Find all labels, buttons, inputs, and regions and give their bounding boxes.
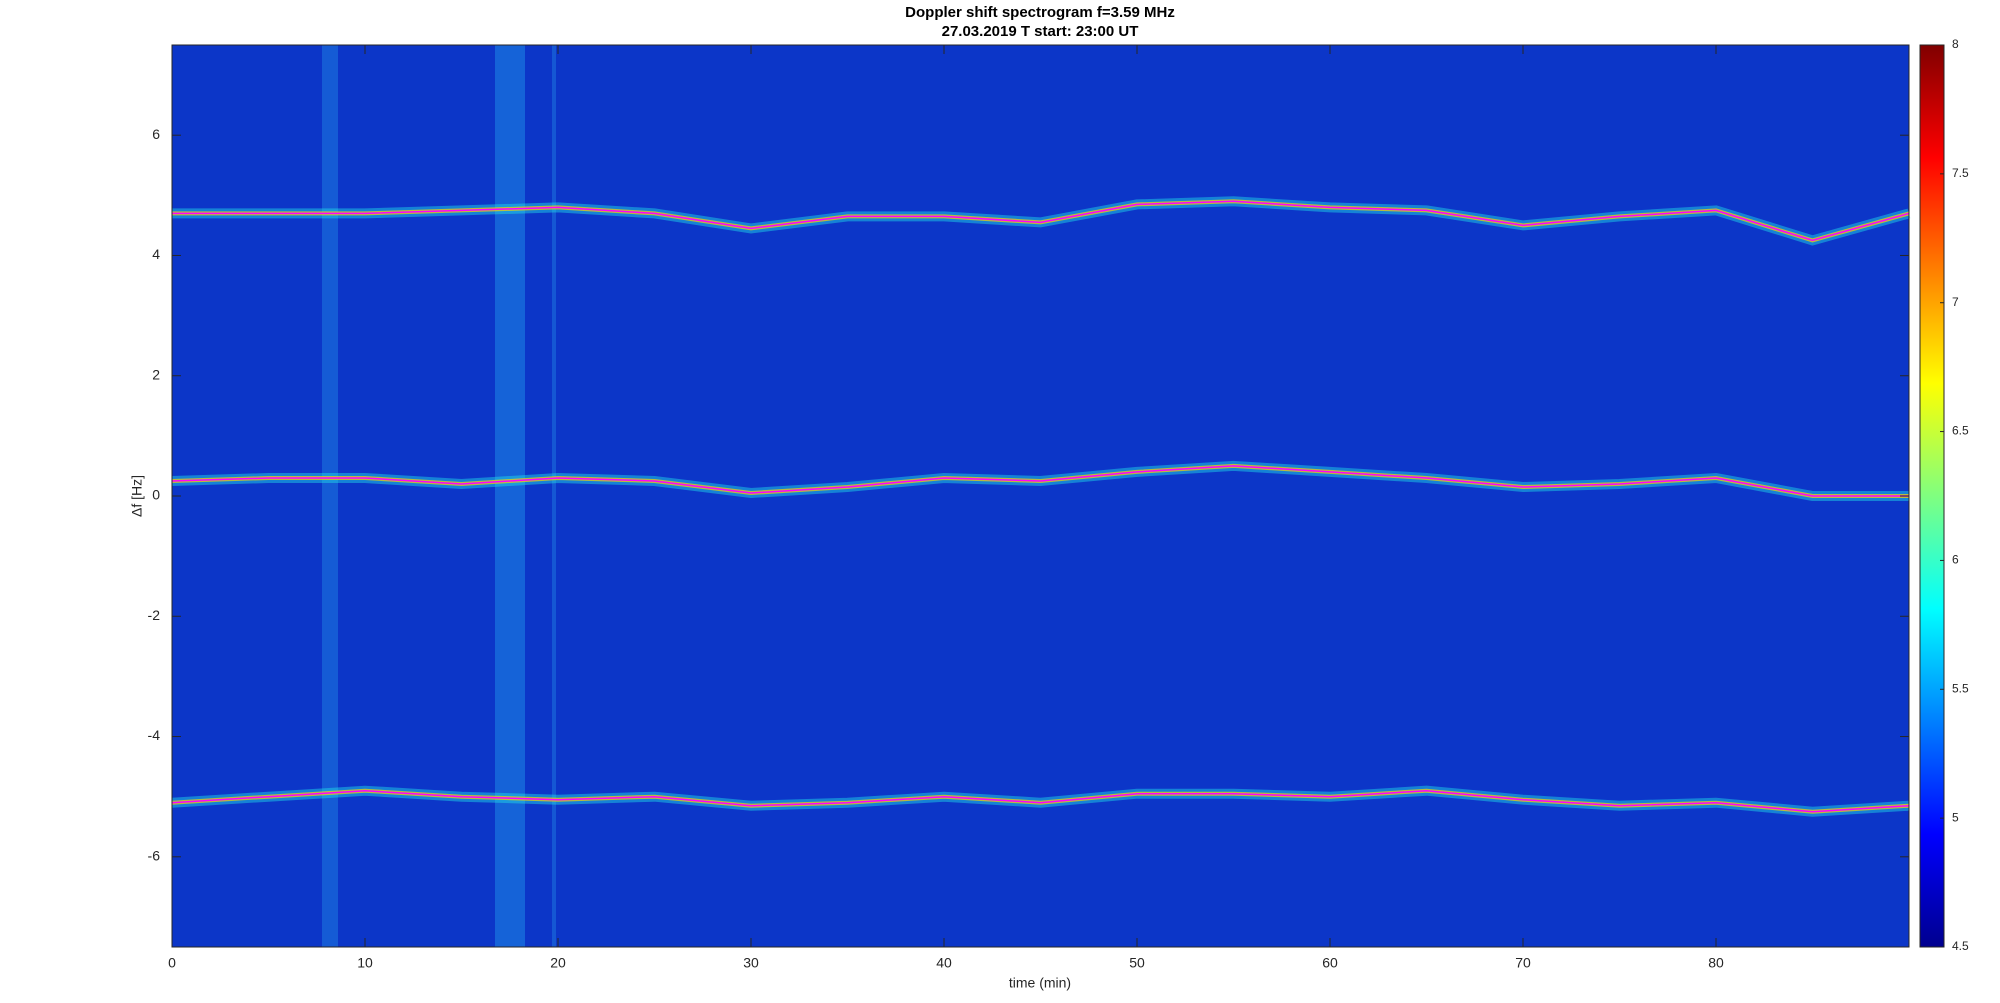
x-tick-label: 80 <box>1708 955 1724 971</box>
x-tick-label: 70 <box>1515 955 1531 971</box>
x-tick-label: 50 <box>1129 955 1145 971</box>
y-tick-label: 6 <box>152 126 160 142</box>
y-tick-label: -6 <box>148 848 161 864</box>
noise-band <box>495 45 525 947</box>
x-tick-label: 40 <box>936 955 952 971</box>
x-tick-label: 20 <box>550 955 566 971</box>
y-tick-label: -2 <box>148 607 161 623</box>
colorbar-tick-label: 7.5 <box>1952 166 1969 180</box>
x-tick-label: 30 <box>743 955 759 971</box>
x-axis-label: time (min) <box>1009 975 1071 991</box>
colorbar-tick-label: 6 <box>1952 553 1959 567</box>
colorbar-tick-label: 6.5 <box>1952 424 1969 438</box>
colorbar-tick-label: 7 <box>1952 295 1959 309</box>
y-tick-label: 2 <box>152 366 160 382</box>
chart-title: Doppler shift spectrogram f=3.59 MHz <box>905 4 1175 21</box>
trace-line <box>171 465 1909 497</box>
x-tick-label: 0 <box>168 955 176 971</box>
trace-line <box>171 789 1910 813</box>
colorbar-tick-label: 4.5 <box>1952 939 1969 953</box>
plot-area <box>171 196 1911 817</box>
x-tick-label: 10 <box>357 955 373 971</box>
noise-band <box>322 45 338 947</box>
trace-line <box>172 200 1910 242</box>
colorbar-tick-label: 8 <box>1952 37 1959 51</box>
plot-background <box>172 45 1909 947</box>
y-axis-label: Δf [Hz] <box>129 475 145 517</box>
x-tick-label: 60 <box>1322 955 1338 971</box>
noise-band <box>552 45 556 947</box>
y-tick-label: 4 <box>152 246 160 262</box>
colorbar-tick-label: 5 <box>1952 810 1959 824</box>
colorbar <box>1919 44 1945 948</box>
y-tick-label: 0 <box>152 487 160 503</box>
colorbar-tick-label: 5.5 <box>1952 681 1969 695</box>
y-tick-label: -4 <box>148 727 161 743</box>
chart-subtitle: 27.03.2019 T start: 23:00 UT <box>942 23 1139 40</box>
